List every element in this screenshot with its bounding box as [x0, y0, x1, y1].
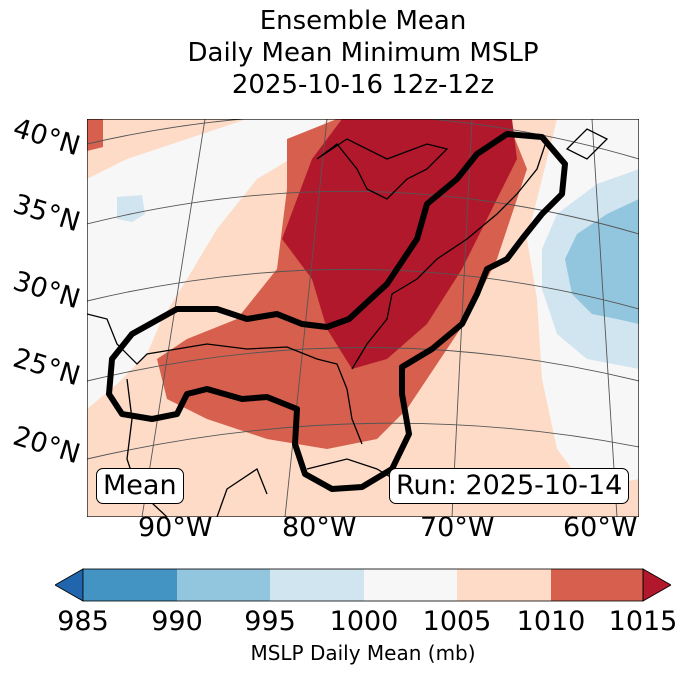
colorbar-tick-1000: 1000 [329, 606, 399, 637]
colorbar-bin-995-1000 [270, 569, 364, 601]
lon-label-70w: 70°W [420, 512, 495, 543]
east-coast [351, 138, 548, 370]
title-line-3: 2025-10-16 12z-12z [231, 70, 495, 100]
gridline-lon-90 [141, 119, 206, 517]
lon-label-90w: 90°W [138, 512, 213, 543]
colorbar-tick-1010: 1010 [516, 606, 586, 637]
colorbar-label: MSLP Daily Mean (mb) [250, 641, 476, 665]
colorbar-bin-1005-1010 [457, 569, 551, 601]
lat-label-20n: 20°N [9, 420, 84, 471]
lat-label-25n: 25°N [9, 342, 84, 393]
colorbar-bin-1010-1015 [551, 569, 643, 601]
nova-scotia [565, 128, 609, 160]
colorbar-tick-985: 985 [57, 606, 109, 637]
lat-label-30n: 30°N [9, 265, 84, 316]
colorbar-tick-1005: 1005 [422, 606, 492, 637]
mslp-map [87, 119, 639, 517]
title-line-1: Ensemble Mean [259, 6, 467, 36]
lon-label-80w: 80°W [282, 512, 357, 543]
colorbar-bin-985-990 [83, 569, 177, 601]
lat-label-35n: 35°N [9, 188, 84, 239]
region-1010-1015-nw [87, 119, 103, 151]
region-1000-1005-west [87, 119, 327, 409]
colorbar-extend-high [642, 568, 671, 602]
gridline-lat-35 [87, 190, 639, 235]
lat-label-40n: 40°N [9, 112, 84, 163]
region-990-995-atlantic [565, 199, 639, 324]
title-line-2: Daily Mean Minimum MSLP [187, 38, 539, 68]
colorbar-tick-995: 995 [244, 606, 296, 637]
yucatan [216, 468, 268, 517]
lon-label-60w: 60°W [563, 512, 638, 543]
colorbar-extend-low [55, 568, 84, 602]
mean-label-box: Mean [96, 468, 184, 504]
colorbar-tick-1015: 1015 [608, 606, 678, 637]
gridline-lat-30 [87, 268, 639, 310]
colorbar-bin-1000-1005 [364, 569, 457, 601]
colorbar-tick-990: 990 [151, 606, 203, 637]
run-date-box: Run: 2025-10-14 [389, 468, 630, 504]
gridline-lat-40 [87, 119, 639, 160]
colorbar-bin-990-995 [177, 569, 270, 601]
colorbar [55, 568, 671, 602]
great-lakes [316, 138, 449, 200]
gridline-lon-80 [284, 119, 328, 517]
gridline-lon-60 [591, 119, 618, 517]
gridline-lat-20 [87, 422, 639, 460]
